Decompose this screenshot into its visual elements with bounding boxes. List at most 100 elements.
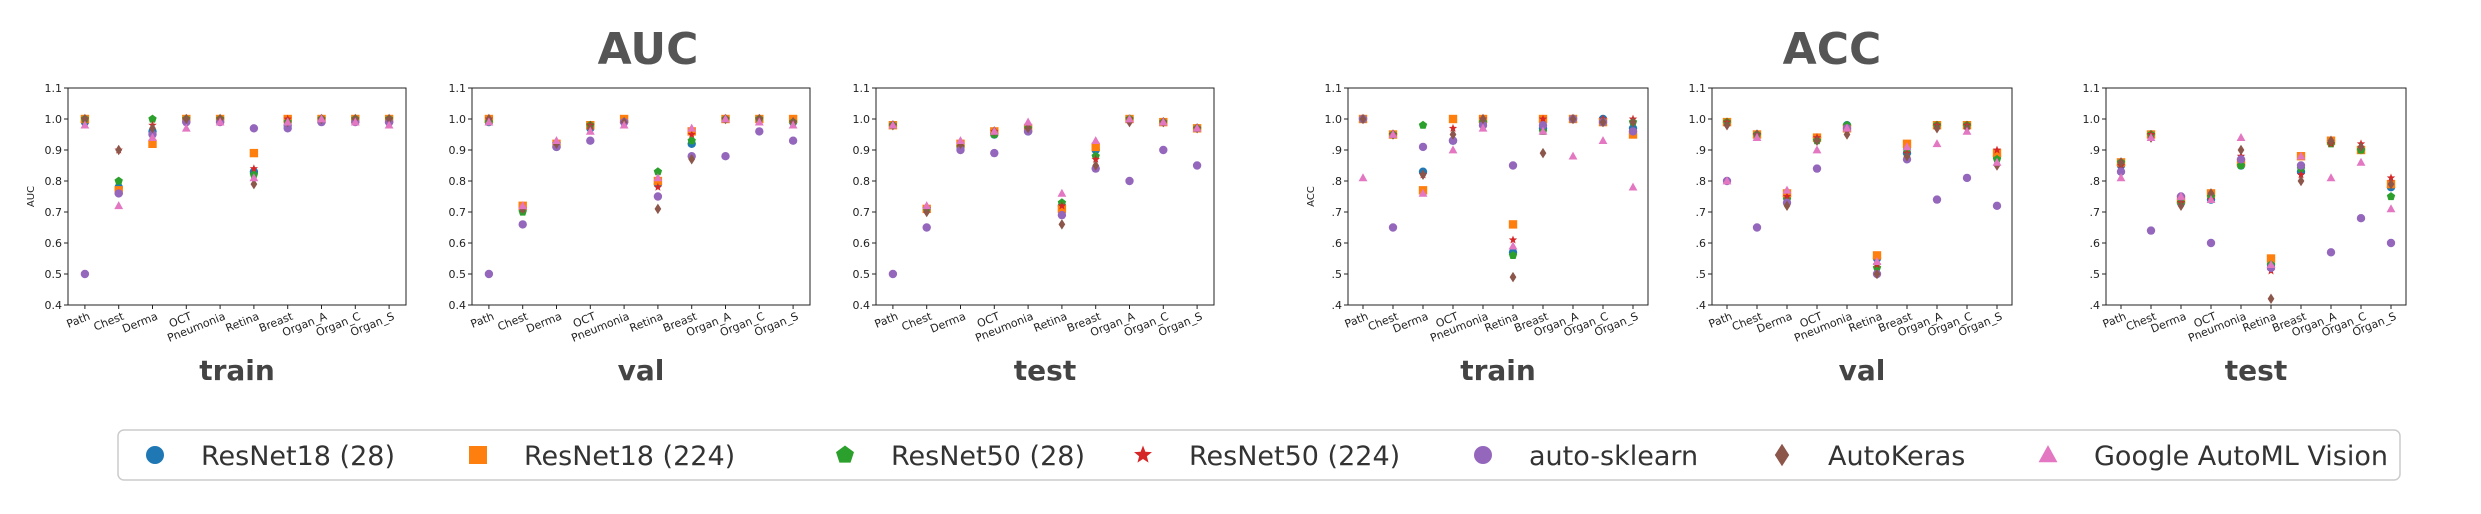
point-autokeras-oct xyxy=(1449,129,1457,140)
point-google-automl-vision-organ-a xyxy=(1125,114,1134,123)
point-google-automl-vision-organ-c xyxy=(350,117,360,126)
point-autokeras-pneumonia xyxy=(1843,129,1851,140)
point-resnet50-224-retina xyxy=(653,182,663,191)
point-auto-sklearn-derma xyxy=(956,145,965,155)
point-resnet50-224-breast xyxy=(1538,114,1548,123)
point-auto-sklearn-organ-a xyxy=(1932,195,1942,204)
point-google-automl-vision-oct xyxy=(1448,145,1458,154)
y-tick-label: 0.4 xyxy=(853,299,871,312)
point-auto-sklearn-retina xyxy=(1508,161,1518,170)
point-auto-sklearn-oct xyxy=(2206,238,2216,248)
point-google-automl-vision-chest xyxy=(114,201,124,210)
legend: ResNet18 (28) ResNet18 (224) ResNet50 (28)… xyxy=(117,429,2401,481)
y-tick-label: 0.9 xyxy=(449,144,467,157)
legend-item-google-automl-vision: Google AutoML Vision xyxy=(2038,441,2388,472)
point-auto-sklearn-breast xyxy=(283,124,292,133)
point-resnet50-28-organ-s xyxy=(2386,192,2396,201)
point-resnet50-28-derma xyxy=(1418,120,1428,129)
y-tick-label: .7 xyxy=(1332,206,1343,219)
point-google-automl-vision-oct xyxy=(2206,194,2216,203)
point-google-automl-vision-chest xyxy=(922,201,932,210)
legend-label-resnet50-224: ResNet50 (224) xyxy=(1189,441,1400,472)
point-resnet50-224-breast xyxy=(2296,170,2306,179)
y-tick-label: 0.9 xyxy=(45,144,63,157)
legend-item-resnet18-28: ResNet18 (28) xyxy=(146,441,395,472)
y-tick-label: 0.9 xyxy=(853,144,871,157)
point-autokeras-pneumonia xyxy=(1479,113,1487,125)
plot-frame xyxy=(471,87,811,306)
point-auto-sklearn-pneumonia xyxy=(2236,155,2246,164)
point-autokeras-retina xyxy=(1873,268,1881,280)
y-tick-label: .8 xyxy=(2090,175,2101,188)
point-google-automl-vision-organ-s xyxy=(1628,182,1638,191)
point-resnet18-224-retina xyxy=(1057,204,1067,214)
point-auto-sklearn-oct xyxy=(1812,164,1822,173)
y-tick-label: 0.7 xyxy=(449,206,467,219)
point-google-automl-vision-organ-c xyxy=(1962,126,1972,135)
point-google-automl-vision-pneumonia xyxy=(1023,117,1033,126)
point-resnet50-224-derma xyxy=(1782,192,1792,201)
point-auto-sklearn-retina xyxy=(653,192,663,201)
point-auto-sklearn-oct xyxy=(990,148,999,158)
point-resnet50-224-breast xyxy=(1091,154,1100,163)
point-autokeras-organ-a xyxy=(1569,113,1577,125)
point-google-automl-vision-organ-c xyxy=(1598,136,1608,145)
legend-marker-resnet18-28 xyxy=(146,446,164,464)
point-google-automl-vision-pneumonia xyxy=(619,120,629,129)
plot-frame xyxy=(67,87,407,306)
y-tick-label: .4 xyxy=(1332,299,1343,312)
point-auto-sklearn-retina xyxy=(249,124,259,133)
point-resnet50-28-retina xyxy=(653,167,663,176)
y-tick-label: 0.5 xyxy=(853,268,871,281)
x-tick-label-path: Path xyxy=(1707,310,1734,331)
y-tick-label: .4 xyxy=(2090,299,2101,312)
point-autokeras-retina xyxy=(250,178,258,190)
y-tick-label: .9 xyxy=(1332,144,1343,157)
point-google-automl-vision-oct xyxy=(585,126,595,135)
x-tick-label-chest: Chest xyxy=(900,309,935,333)
point-autokeras-organ-c xyxy=(2357,141,2365,153)
point-google-automl-vision-organ-s xyxy=(2386,204,2396,213)
legend-item-auto-sklearn: auto-sklearn xyxy=(1474,441,1698,472)
point-google-automl-vision-path xyxy=(1722,176,1732,185)
point-auto-sklearn-path xyxy=(80,269,90,279)
point-resnet50-28-derma xyxy=(148,114,157,123)
point-google-automl-vision-derma xyxy=(2176,191,2186,200)
panel-title-test: test xyxy=(2225,354,2287,387)
y-tick-label: 0.8 xyxy=(45,175,63,188)
point-autokeras-oct xyxy=(1813,135,1821,146)
legend-frame xyxy=(117,429,2401,481)
y-tick-label: 0.4 xyxy=(45,299,63,312)
y-tick-label: 1.1 xyxy=(1325,82,1343,95)
x-tick-label-derma: Derma xyxy=(120,310,159,336)
point-autokeras-path xyxy=(1723,119,1731,131)
y-tick-label: .5 xyxy=(2090,268,2101,281)
point-auto-sklearn-organ-c xyxy=(1159,145,1168,155)
point-google-automl-vision-oct xyxy=(989,126,999,135)
x-tick-label-path: Path xyxy=(1343,310,1370,331)
y-tick-label: 0.5 xyxy=(449,268,467,281)
point-resnet18-224-retina xyxy=(2266,254,2276,263)
point-autokeras-retina xyxy=(654,203,662,215)
y-tick-label: 1.1 xyxy=(853,82,871,95)
point-auto-sklearn-chest xyxy=(1752,223,1762,232)
plot-frame xyxy=(1347,87,1649,306)
point-google-automl-vision-path xyxy=(1358,173,1368,182)
point-google-automl-vision-chest xyxy=(1388,129,1398,138)
point-auto-sklearn-path xyxy=(888,269,898,279)
plot-frame xyxy=(875,87,1215,306)
y-tick-label: 1.1 xyxy=(2083,82,2101,95)
y-tick-label: 1.1 xyxy=(449,82,467,95)
point-google-automl-vision-path xyxy=(2116,173,2126,182)
y-tick-label: .4 xyxy=(1696,299,1707,312)
point-auto-sklearn-breast xyxy=(2296,161,2306,170)
y-tick-label: .6 xyxy=(1696,237,1707,250)
point-autokeras-organ-c xyxy=(1599,116,1607,128)
panel-title-test: test xyxy=(1014,354,1076,387)
point-auto-sklearn-organ-s xyxy=(2386,238,2396,248)
x-tick-label-retina: Retina xyxy=(1032,310,1069,335)
panel-title-train: train xyxy=(1460,354,1536,387)
point-auto-sklearn-chest xyxy=(922,223,931,232)
x-tick-label-path: Path xyxy=(873,310,900,331)
